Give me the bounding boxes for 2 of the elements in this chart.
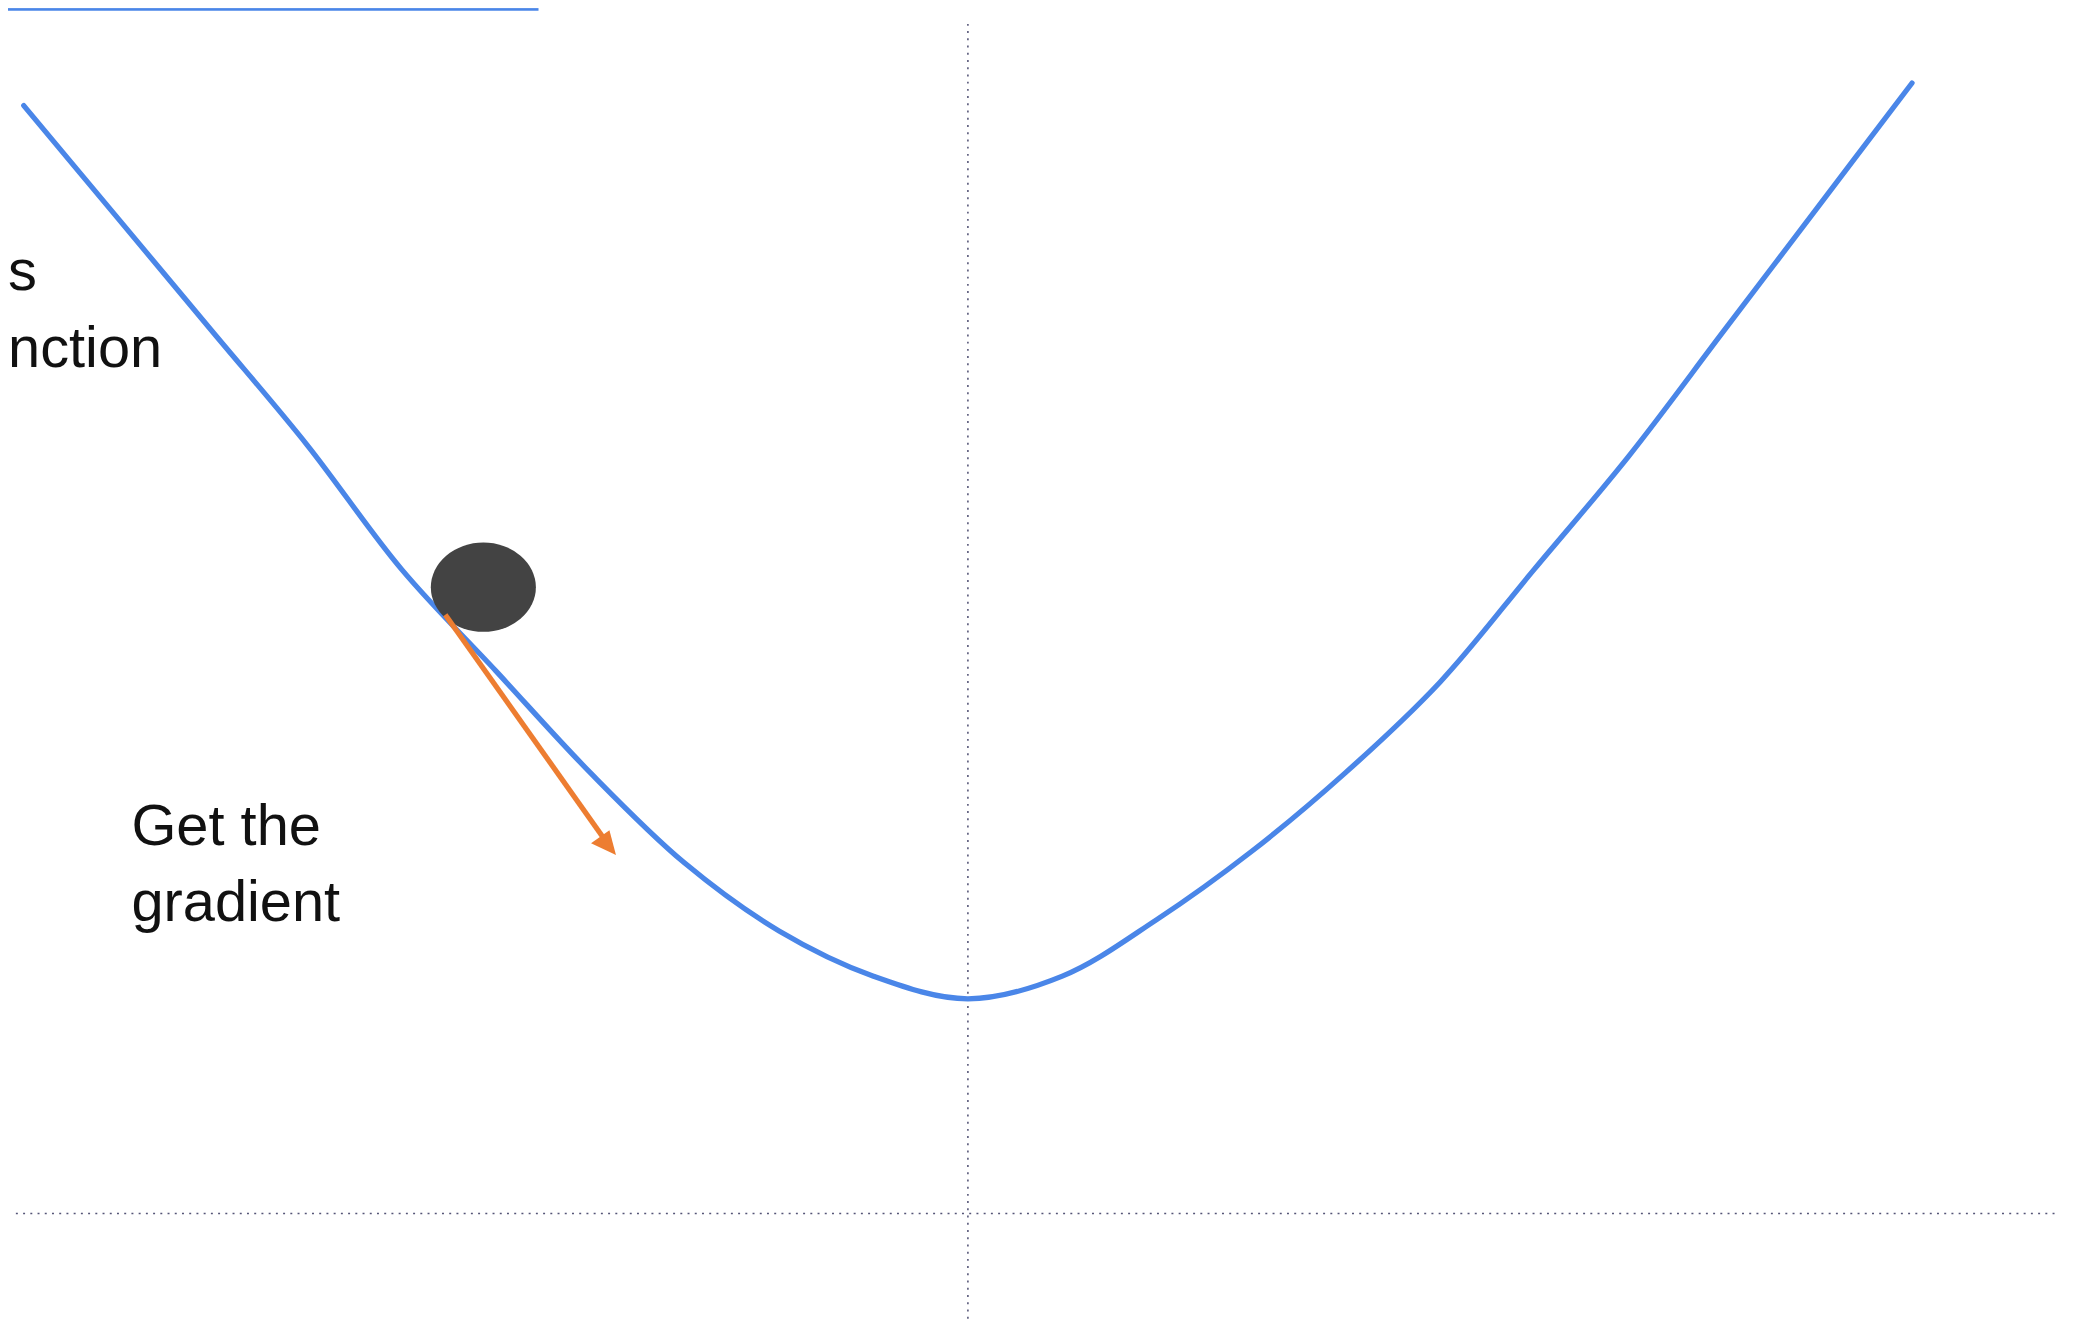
annotation: s nction [8, 238, 163, 379]
annotation: Get the gradient [131, 792, 341, 933]
